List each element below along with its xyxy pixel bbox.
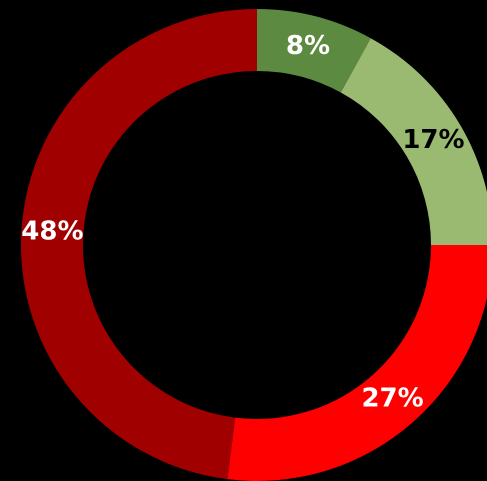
donut-labels: 8% 17% 27% 48% bbox=[21, 31, 464, 413]
slice-label-4: 48% bbox=[21, 217, 83, 247]
slice-label-2: 17% bbox=[402, 125, 464, 155]
slice-label-3: 27% bbox=[361, 383, 423, 413]
slice-label-1: 8% bbox=[286, 31, 330, 61]
donut-slice-4 bbox=[20, 9, 258, 480]
donut-slice-3 bbox=[227, 245, 487, 481]
donut-slices bbox=[20, 9, 487, 481]
donut-slice-2 bbox=[340, 38, 487, 245]
donut-slice-1 bbox=[257, 9, 371, 93]
